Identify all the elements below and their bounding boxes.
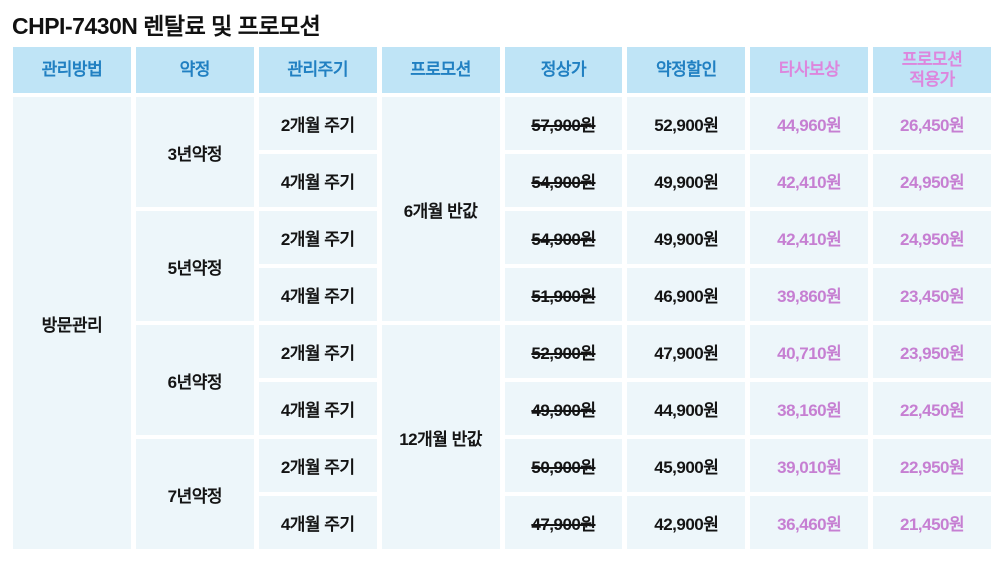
table-row: 4개월 주기 49,900원 44,900원 38,160원 22,450원 [13, 382, 991, 435]
cell-contract-term: 5년약정 [135, 211, 254, 321]
table-row: 4개월 주기 47,900원 42,900원 36,460원 21,450원 [13, 496, 991, 549]
cell-cycle: 2개월 주기 [258, 211, 377, 264]
cell-tradein-credit: 39,860원 [750, 268, 869, 321]
col-header-management-method: 관리방법 [13, 47, 131, 93]
cell-cycle: 2개월 주기 [258, 97, 377, 150]
cell-promo-price: 22,950원 [873, 439, 991, 492]
table-row: 4개월 주기 51,900원 46,900원 39,860원 23,450원 [13, 268, 991, 321]
cell-cycle: 2개월 주기 [258, 439, 377, 492]
cell-cycle: 4개월 주기 [258, 154, 377, 207]
cell-contract-discount: 42,900원 [627, 496, 746, 549]
table-row: 방문관리 3년약정 2개월 주기 6개월 반값 57,900원 52,900원 … [13, 97, 991, 549]
cell-tradein-credit: 40,710원 [750, 325, 869, 378]
cell-regular-price: 52,900원 [504, 325, 623, 378]
cell-cycle: 4개월 주기 [258, 382, 377, 435]
cell-cycle: 4개월 주기 [258, 496, 377, 549]
pricing-table-body: 방문관리 3년약정 2개월 주기 6개월 반값 57,900원 52,900원 … [13, 97, 991, 549]
cell-promotion: 12개월 반값 [381, 325, 500, 549]
pricing-table-header: 관리방법 약정 관리주기 프로모션 정상가 약정할인 타사보상 프로모션 적용가 [13, 47, 991, 93]
cell-promo-price: 21,450원 [873, 496, 991, 549]
cell-promo-price: 26,450원 [873, 97, 991, 150]
cell-contract-term: 6년약정 [135, 325, 254, 435]
cell-promo-price: 24,950원 [873, 154, 991, 207]
cell-tradein-credit: 42,410원 [750, 211, 869, 264]
cell-tradein-credit: 38,160원 [750, 382, 869, 435]
cell-regular-price: 54,900원 [504, 211, 623, 264]
col-header-contract-discount: 약정할인 [627, 47, 746, 93]
cell-promo-price: 24,950원 [873, 211, 991, 264]
cell-contract-discount: 46,900원 [627, 268, 746, 321]
cell-contract-discount: 47,900원 [627, 325, 746, 378]
cell-promo-price: 23,450원 [873, 268, 991, 321]
cell-contract-discount: 52,900원 [627, 97, 746, 150]
table-row: 4개월 주기 54,900원 49,900원 42,410원 24,950원 [13, 154, 991, 207]
cell-regular-price: 57,900원 [504, 97, 623, 150]
cell-tradein-credit: 36,460원 [750, 496, 869, 549]
cell-management-method: 방문관리 [13, 97, 131, 549]
cell-tradein-credit: 44,960원 [750, 97, 869, 150]
cell-contract-discount: 45,900원 [627, 439, 746, 492]
table-row: 7년약정 2개월 주기 50,900원 45,900원 39,010원 22,9… [13, 439, 991, 549]
col-header-promo-price: 프로모션 적용가 [873, 47, 991, 93]
cell-regular-price: 50,900원 [504, 439, 623, 492]
cell-regular-price: 51,900원 [504, 268, 623, 321]
col-header-regular-price: 정상가 [504, 47, 623, 93]
cell-tradein-credit: 39,010원 [750, 439, 869, 492]
page-title: CHPI-7430N 렌탈료 및 프로모션 [12, 13, 321, 39]
cell-regular-price: 47,900원 [504, 496, 623, 549]
cell-contract-discount: 49,900원 [627, 211, 746, 264]
cell-promotion: 6개월 반값 [381, 97, 500, 321]
col-header-contract-term: 약정 [135, 47, 254, 93]
cell-cycle: 2개월 주기 [258, 325, 377, 378]
pricing-table: 관리방법 약정 관리주기 프로모션 정상가 약정할인 타사보상 프로모션 적용가… [8, 43, 996, 553]
cell-tradein-credit: 42,410원 [750, 154, 869, 207]
table-row: 5년약정 2개월 주기 54,900원 49,900원 42,410원 24,9… [13, 211, 991, 321]
col-header-management-cycle: 관리주기 [258, 47, 377, 93]
cell-promo-price: 23,950원 [873, 325, 991, 378]
col-header-tradein-credit: 타사보상 [750, 47, 869, 93]
cell-contract-term: 7년약정 [135, 439, 254, 549]
cell-contract-discount: 49,900원 [627, 154, 746, 207]
cell-cycle: 4개월 주기 [258, 268, 377, 321]
cell-contract-term: 3년약정 [135, 97, 254, 207]
cell-regular-price: 49,900원 [504, 382, 623, 435]
col-header-promotion: 프로모션 [381, 47, 500, 93]
page: CHPI-7430N 렌탈료 및 프로모션 관리방법 약정 관리주기 프로모션 … [8, 13, 996, 553]
cell-promo-price: 22,450원 [873, 382, 991, 435]
header-row: 관리방법 약정 관리주기 프로모션 정상가 약정할인 타사보상 프로모션 적용가 [13, 47, 991, 93]
cell-regular-price: 54,900원 [504, 154, 623, 207]
cell-contract-discount: 44,900원 [627, 382, 746, 435]
table-row: 6년약정 2개월 주기 12개월 반값 52,900원 47,900원 40,7… [13, 325, 991, 549]
